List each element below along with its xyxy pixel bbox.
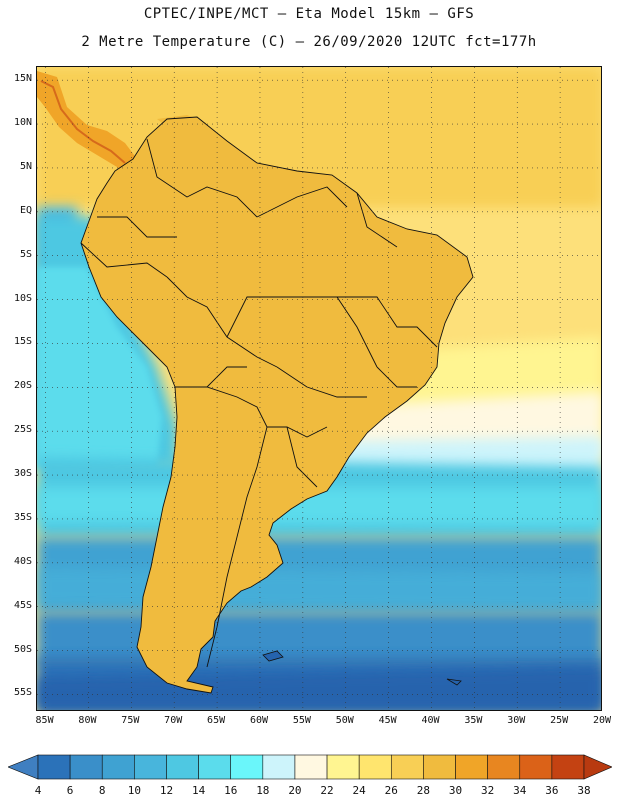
lat-label: 45S — [13, 599, 32, 611]
colorbar-swatch — [166, 754, 199, 780]
lon-label: 60W — [249, 715, 268, 726]
lon-label: 25W — [550, 715, 569, 726]
colorbar-label: 36 — [545, 784, 559, 797]
colorbar-label: 28 — [416, 784, 431, 797]
lon-label: 70W — [164, 715, 183, 726]
lon-label: 80W — [78, 715, 97, 726]
colorbar-label: 8 — [98, 784, 106, 797]
lon-label: 40W — [421, 715, 440, 726]
map-title-line2: 2 Metre Temperature (C) – 26/09/2020 12U… — [81, 34, 537, 50]
lat-label: 15S — [13, 336, 32, 348]
lat-label: 5N — [19, 160, 32, 172]
lat-label: 5S — [19, 248, 32, 260]
lat-label: 10S — [13, 292, 32, 304]
colorbar-label: 22 — [320, 784, 334, 797]
lon-label: 55W — [292, 715, 311, 726]
temperature-colorbar — [8, 754, 612, 780]
colorbar-swatch — [134, 754, 167, 780]
lon-label: 50W — [335, 715, 354, 726]
colorbar-label: 18 — [256, 784, 270, 797]
colorbar-swatch — [198, 754, 232, 780]
colorbar-label: 26 — [384, 784, 398, 797]
colorbar-swatch — [230, 754, 264, 780]
colorbar-swatch — [262, 754, 296, 780]
colorbar-over-arrow — [583, 754, 612, 780]
colorbar-swatch — [37, 754, 71, 780]
colorbar-label: 38 — [577, 784, 591, 797]
lat-label: 35S — [13, 511, 32, 523]
lat-label: 40S — [13, 555, 32, 567]
falkland-islands — [262, 650, 284, 662]
colorbar-swatch — [519, 754, 553, 780]
lat-label: 50S — [13, 643, 32, 655]
lon-label: 45W — [378, 715, 397, 726]
lat-label: 30S — [13, 468, 32, 480]
colorbar-swatch — [326, 754, 360, 780]
map-canvas — [37, 67, 601, 710]
map-title-line1: CPTEC/INPE/MCT – Eta Model 15km – GFS — [143, 6, 475, 22]
lon-label: 35W — [464, 715, 483, 726]
lat-label: 15N — [13, 73, 32, 85]
colorbar-label: 30 — [448, 784, 463, 797]
lat-label: 20S — [13, 380, 32, 392]
lat-label: 10N — [13, 117, 32, 129]
colorbar-swatch — [358, 754, 392, 780]
lon-label: 75W — [121, 715, 140, 726]
temperature-map[interactable] — [36, 66, 602, 711]
colorbar-label: 6 — [66, 784, 74, 797]
lon-label: 20W — [592, 715, 612, 726]
colorbar-swatch — [69, 754, 103, 780]
colorbar-swatch — [487, 754, 521, 780]
colorbar-swatch — [390, 754, 424, 780]
colorbar-label: 14 — [191, 784, 206, 797]
lon-label: 30W — [507, 715, 526, 726]
colorbar-label: 12 — [159, 784, 174, 797]
colorbar-swatch — [101, 754, 135, 780]
lon-label: 85W — [35, 715, 54, 726]
south-georgia — [446, 678, 462, 686]
colorbar-label: 4 — [34, 784, 42, 797]
lon-label: 65W — [207, 715, 226, 726]
colorbar-label: 10 — [127, 784, 141, 797]
lat-label: 25S — [13, 424, 32, 436]
lat-label: 55S — [13, 687, 32, 699]
colorbar-swatch — [551, 754, 585, 780]
colorbar-label: 16 — [224, 784, 238, 797]
colorbar-swatch — [455, 754, 488, 780]
colorbar-swatch — [423, 754, 456, 780]
lat-label: EQ — [19, 204, 32, 216]
colorbar-label: 32 — [481, 784, 495, 797]
colorbar-under-arrow — [8, 754, 39, 780]
colorbar-label: 34 — [513, 784, 527, 797]
colorbar-label: 24 — [352, 784, 366, 797]
colorbar-swatch — [294, 754, 328, 780]
colorbar-label: 20 — [288, 784, 302, 797]
